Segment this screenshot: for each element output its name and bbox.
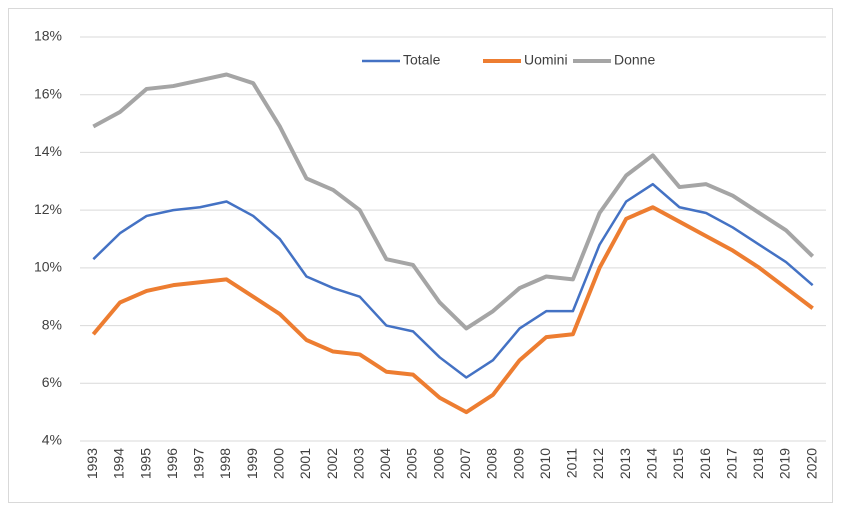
x-tick-label: 2015 — [670, 448, 686, 479]
x-tick-label: 2008 — [484, 448, 500, 479]
chart-border — [8, 8, 833, 503]
x-tick-label: 1995 — [137, 448, 153, 479]
x-tick-label: 2013 — [617, 448, 633, 479]
y-tick-label: 18% — [34, 28, 62, 44]
series-line — [92, 72, 815, 331]
x-tick-label: 2007 — [457, 448, 473, 479]
x-tick-label: 1998 — [217, 448, 233, 479]
x-tick-label: 2003 — [350, 448, 366, 479]
y-tick-label: 14% — [34, 143, 62, 159]
y-tick-label: 12% — [34, 201, 62, 217]
x-tick-label: 2001 — [297, 448, 313, 479]
y-tick-label: 10% — [34, 259, 62, 275]
legend-label: Donne — [614, 52, 655, 68]
legend-label: Uomini — [524, 52, 568, 68]
x-tick-label: 2005 — [404, 448, 420, 479]
x-tick-label: 1997 — [191, 448, 207, 479]
y-tick-label: 6% — [42, 374, 62, 390]
x-tick-label: 2016 — [697, 448, 713, 479]
x-tick-label: 1996 — [164, 448, 180, 479]
x-tick-label: 2000 — [271, 448, 287, 479]
x-tick-label: 2012 — [590, 448, 606, 479]
x-tick-label: 2002 — [324, 448, 340, 479]
x-tick-label: 2009 — [510, 448, 526, 479]
x-tick-label: 2020 — [803, 448, 819, 479]
x-tick-label: 2004 — [377, 448, 393, 479]
series-line — [91, 205, 814, 415]
x-tick-label: 2018 — [750, 448, 766, 479]
x-tick-label: 1993 — [84, 448, 100, 479]
x-tick-label: 2011 — [564, 448, 580, 478]
x-tick-label: 1994 — [111, 448, 127, 479]
legend-label: Totale — [403, 52, 441, 68]
x-tick-label: 2006 — [430, 448, 446, 479]
y-tick-label: 16% — [34, 85, 62, 101]
x-tick-label: 2010 — [537, 448, 553, 479]
y-tick-label: 4% — [42, 432, 62, 448]
x-tick-label: 2019 — [777, 448, 793, 479]
x-tick-label: 1999 — [244, 448, 260, 479]
series-line — [92, 182, 814, 379]
x-tick-label: 2017 — [723, 448, 739, 479]
x-tick-label: 2014 — [644, 448, 660, 479]
y-tick-label: 8% — [42, 316, 62, 332]
